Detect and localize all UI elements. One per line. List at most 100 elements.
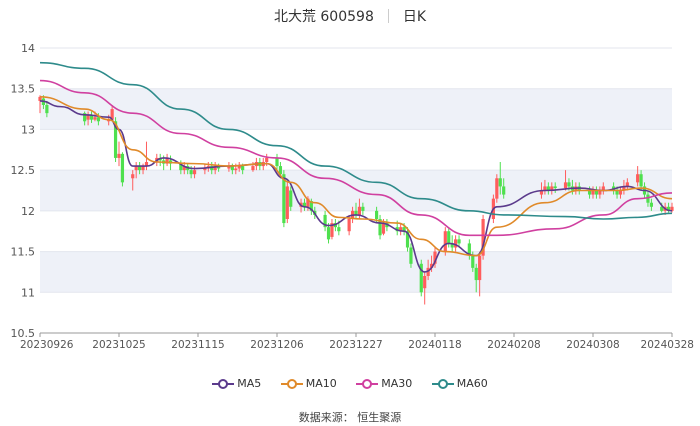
candle-body	[405, 231, 410, 248]
y-tick-label: 12	[21, 205, 35, 218]
ma60-line	[39, 61, 673, 220]
candle-body	[666, 206, 671, 211]
candle-body	[618, 190, 623, 195]
candle-body	[433, 251, 437, 264]
candle-body	[450, 243, 454, 248]
candle-body	[120, 153, 125, 183]
candle-body	[86, 114, 90, 120]
y-tick-label: 11.5	[11, 246, 36, 259]
candle-body	[495, 178, 499, 199]
period-label: 日K	[402, 9, 427, 25]
legend: MA5 MA10 MA30 MA60	[0, 377, 700, 390]
candle-body	[423, 276, 427, 289]
candle-body	[478, 255, 482, 281]
ma60-swatch	[431, 379, 454, 389]
candle-body	[251, 166, 255, 171]
candle-body	[498, 178, 502, 187]
x-tick-label: 20231206	[250, 339, 304, 351]
candle-body	[275, 157, 279, 167]
stock-name: 北大荒 600598	[273, 9, 374, 25]
candle-body	[230, 166, 234, 171]
candle-body	[594, 190, 599, 195]
legend-item-ma5[interactable]: MA5	[212, 377, 261, 390]
candle-body	[326, 227, 331, 240]
candle-body	[141, 166, 145, 171]
candle-body	[587, 190, 592, 195]
candle-body	[481, 219, 485, 256]
candle-body	[601, 186, 605, 191]
candle-body	[553, 186, 557, 189]
candle-body	[38, 96, 42, 101]
candle-body	[402, 227, 406, 232]
title-divider	[387, 9, 389, 23]
candle-body	[598, 190, 602, 195]
chart-title: 北大荒 600598 日K	[0, 6, 700, 26]
grid-band	[40, 88, 672, 130]
candle-body	[323, 214, 327, 228]
candle-body	[213, 166, 217, 171]
y-tick-label: 13	[21, 123, 35, 136]
data-source: 数据来源： 恒生聚源	[298, 411, 402, 424]
candle-body	[471, 255, 475, 268]
candle-body	[543, 186, 547, 191]
candle-body	[237, 166, 241, 169]
candle-body	[285, 186, 289, 219]
candle-body	[134, 166, 138, 171]
x-tick-label: 20230926	[20, 339, 74, 351]
candle-body	[113, 121, 118, 158]
candle-body	[539, 190, 544, 195]
ma5-line	[39, 100, 673, 273]
candle-body	[210, 166, 214, 171]
candle-body	[454, 239, 458, 248]
candle-body	[131, 174, 135, 179]
legend-item-ma10[interactable]: MA10	[280, 377, 337, 390]
candle-body	[227, 166, 231, 169]
candle-body	[333, 223, 337, 228]
candle-body	[107, 119, 111, 122]
candle-body	[189, 170, 193, 175]
candle-body	[660, 206, 664, 211]
candle-body	[378, 219, 382, 236]
candle-body	[289, 190, 293, 207]
candle-body	[265, 157, 269, 162]
candle-body	[591, 190, 595, 195]
y-tick-label: 12.5	[11, 164, 36, 177]
candle-body	[182, 166, 186, 171]
candle-body	[306, 198, 310, 207]
candle-body	[646, 194, 650, 203]
candle-body	[93, 117, 97, 120]
candle-body	[502, 186, 506, 195]
candle-body	[567, 182, 571, 187]
candle-body	[144, 162, 149, 167]
candle-body	[117, 153, 121, 158]
grid-band	[40, 251, 672, 293]
x-tick-label: 20240328	[641, 339, 694, 351]
candle-body	[474, 267, 478, 281]
candle-body	[354, 210, 358, 215]
candle-body	[625, 182, 629, 187]
candle-body	[563, 182, 568, 189]
candle-body	[375, 210, 379, 219]
candle-body	[165, 157, 169, 164]
candle-body	[83, 113, 87, 122]
legend-item-ma60[interactable]: MA60	[431, 377, 488, 390]
candle-body	[179, 163, 183, 171]
x-tick-label: 20240118	[408, 339, 461, 351]
candle-body	[192, 170, 197, 175]
candle-body	[429, 263, 434, 268]
x-tick-label: 20231227	[329, 339, 382, 351]
candle-body	[138, 166, 142, 171]
candle-body	[447, 231, 451, 244]
candle-body	[649, 202, 653, 207]
candle-body	[282, 174, 286, 224]
candle-body	[399, 227, 403, 232]
candle-body	[550, 186, 554, 191]
legend-item-ma30[interactable]: MA30	[356, 377, 412, 390]
x-tick-label: 20231025	[92, 339, 145, 351]
candle-body	[467, 243, 471, 256]
candle-body	[302, 202, 307, 207]
x-tick-label: 20231115	[171, 339, 224, 351]
ma30-swatch	[356, 379, 379, 389]
candle-body	[419, 263, 423, 293]
